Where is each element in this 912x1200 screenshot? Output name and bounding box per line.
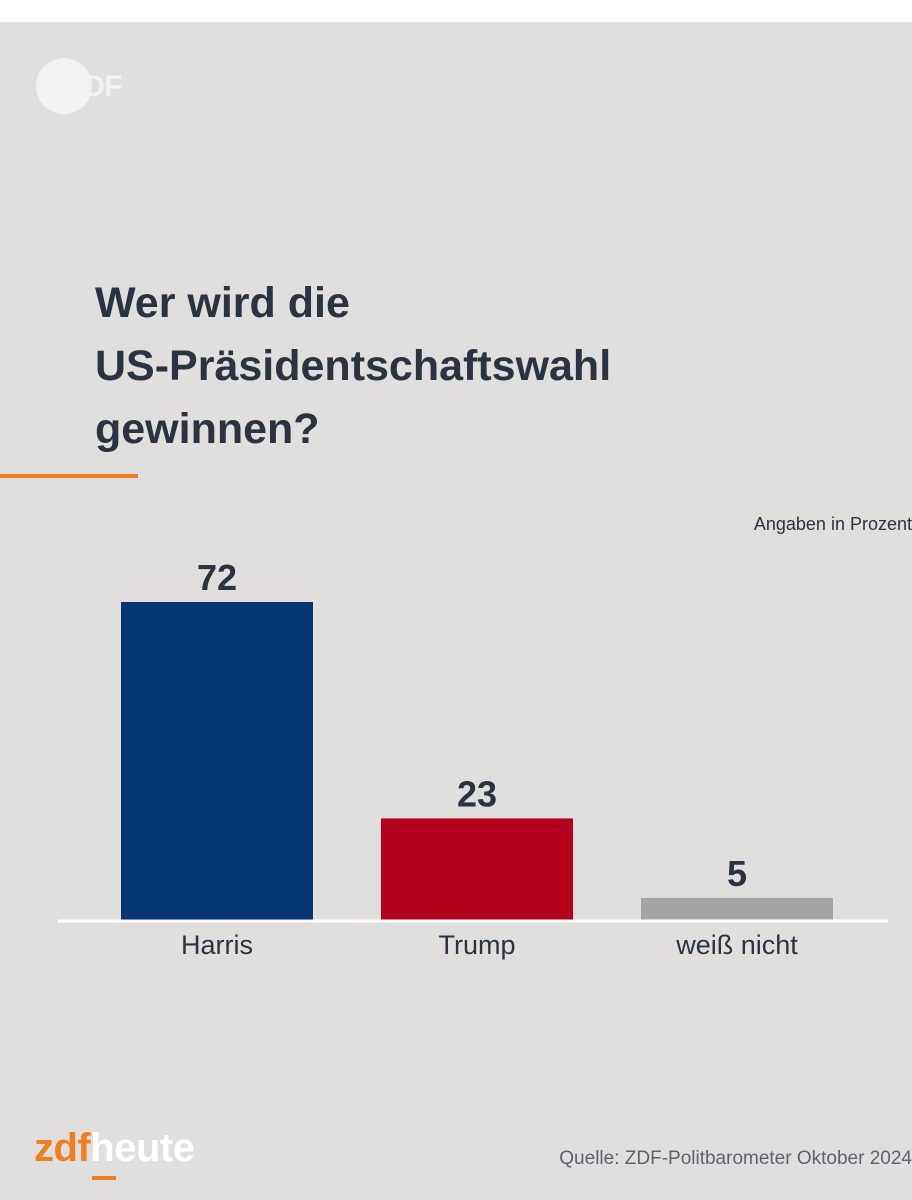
value-label-1: 23 (457, 773, 497, 814)
value-label-2: 5 (727, 853, 747, 894)
zdf-logo-disc (36, 58, 92, 114)
category-label-0: Harris (181, 930, 253, 960)
accent-rule (0, 474, 138, 478)
unit-note: Angaben in Prozent (753, 514, 912, 534)
bar-0 (121, 602, 313, 920)
brand-zdf: zdf (34, 1126, 91, 1170)
bar-1 (381, 818, 573, 920)
bar-2 (641, 897, 833, 920)
chart-title: Wer wird die US-Präsidentschaftswahl gew… (95, 279, 612, 453)
category-label-2: weiß nicht (675, 930, 798, 960)
zdf-logo-text: ZDF (66, 70, 122, 103)
zdf-logo: ZDF (36, 58, 132, 114)
chart-card: ZDF Wer wird die US-Präsidentschaftswahl… (0, 22, 912, 1200)
zdfheute-logo: zdfheute (34, 1126, 195, 1180)
bar-chart: 72 Harris 23 Trump 5 weiß nicht (58, 557, 888, 960)
value-label-0: 72 (197, 557, 237, 598)
source-note: Quelle: ZDF-Politbarometer Oktober 2024 (559, 1148, 912, 1169)
category-label-1: Trump (438, 930, 515, 960)
brand-underline (92, 1176, 117, 1180)
brand-heute-wrap: heute (90, 1126, 195, 1180)
brand-heute: heute (90, 1126, 195, 1170)
